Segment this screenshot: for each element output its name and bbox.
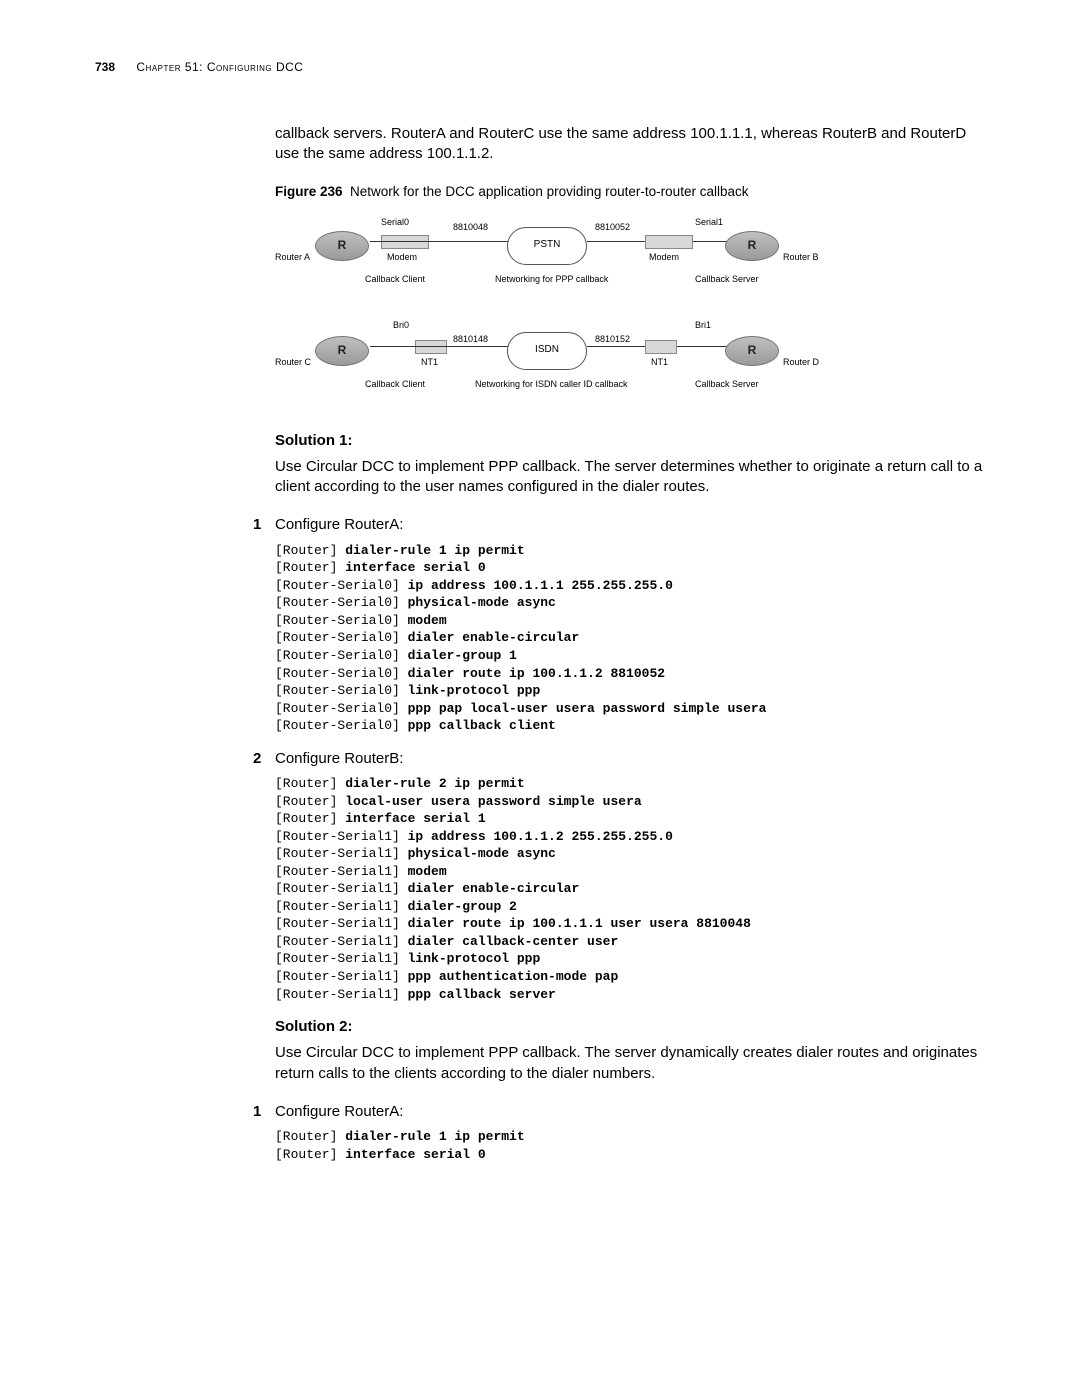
num-left-top: 8810048	[453, 221, 488, 233]
solution2-code1: [Router] dialer-rule 1 ip permit [Router…	[275, 1128, 985, 1163]
page-number: 738	[95, 60, 115, 74]
router-a-label: Router A	[275, 251, 310, 263]
net-label-top: Networking for PPP callback	[495, 273, 608, 285]
step-number: 2	[253, 749, 261, 769]
bri0-label: Bri0	[393, 319, 409, 331]
solution1-text: Use Circular DCC to implement PPP callba…	[275, 457, 985, 498]
modem-left-label: Modem	[387, 251, 417, 263]
step-number: 1	[253, 515, 261, 535]
router-a-icon	[315, 231, 369, 261]
figure-caption: Figure 236 Network for the DCC applicati…	[275, 183, 985, 201]
content-column: callback servers. RouterA and RouterC us…	[275, 124, 985, 1163]
router-c-icon	[315, 336, 369, 366]
network-diagram: Router A Serial0 Modem 8810048 PSTN 8810…	[275, 211, 835, 411]
net-label-bot: Networking for ISDN caller ID callback	[475, 378, 628, 390]
solution1-code2: [Router] dialer-rule 2 ip permit [Router…	[275, 775, 985, 1003]
cb-client-bot: Callback Client	[365, 378, 425, 390]
cb-server-top: Callback Server	[695, 273, 759, 285]
page-header: 738 Chapter 51: Configuring DCC	[95, 60, 985, 74]
page: 738 Chapter 51: Configuring DCC callback…	[0, 0, 1080, 1397]
nt1-right-icon	[645, 340, 677, 354]
modem-right-icon	[645, 235, 693, 249]
num-right-top: 8810052	[595, 221, 630, 233]
bri1-label: Bri1	[695, 319, 711, 331]
nt1-left-label: NT1	[421, 356, 438, 368]
isdn-cloud: ISDN	[507, 332, 587, 370]
solution2-step1: 1 Configure RouterA:	[253, 1102, 985, 1122]
intro-paragraph: callback servers. RouterA and RouterC us…	[275, 124, 985, 165]
num-left-bot: 8810148	[453, 333, 488, 345]
nt1-left-icon	[415, 340, 447, 354]
serial1-label: Serial1	[695, 216, 723, 228]
step-text: Configure RouterB:	[275, 749, 985, 769]
serial0-label: Serial0	[381, 216, 409, 228]
step-text: Configure RouterA:	[275, 515, 985, 535]
solution2-heading: Solution 2:	[275, 1017, 985, 1037]
router-d-icon	[725, 336, 779, 366]
solution1-step1: 1 Configure RouterA:	[253, 515, 985, 535]
solution1-step2: 2 Configure RouterB:	[253, 749, 985, 769]
step-number: 1	[253, 1102, 261, 1122]
step-text: Configure RouterA:	[275, 1102, 985, 1122]
chapter-label: Chapter 51: Configuring DCC	[136, 60, 303, 74]
solution1-code1: [Router] dialer-rule 1 ip permit [Router…	[275, 542, 985, 735]
nt1-right-label: NT1	[651, 356, 668, 368]
figure-caption-text: Network for the DCC application providin…	[350, 184, 748, 199]
pstn-cloud: PSTN	[507, 227, 587, 265]
router-b-label: Router B	[783, 251, 819, 263]
solution1-heading: Solution 1:	[275, 431, 985, 451]
modem-left-icon	[381, 235, 429, 249]
router-d-label: Router D	[783, 356, 819, 368]
cb-client-top: Callback Client	[365, 273, 425, 285]
modem-right-label: Modem	[649, 251, 679, 263]
router-b-icon	[725, 231, 779, 261]
cb-server-bot: Callback Server	[695, 378, 759, 390]
num-right-bot: 8810152	[595, 333, 630, 345]
router-c-label: Router C	[275, 356, 311, 368]
solution2-text: Use Circular DCC to implement PPP callba…	[275, 1043, 985, 1084]
figure-label: Figure 236	[275, 184, 343, 199]
